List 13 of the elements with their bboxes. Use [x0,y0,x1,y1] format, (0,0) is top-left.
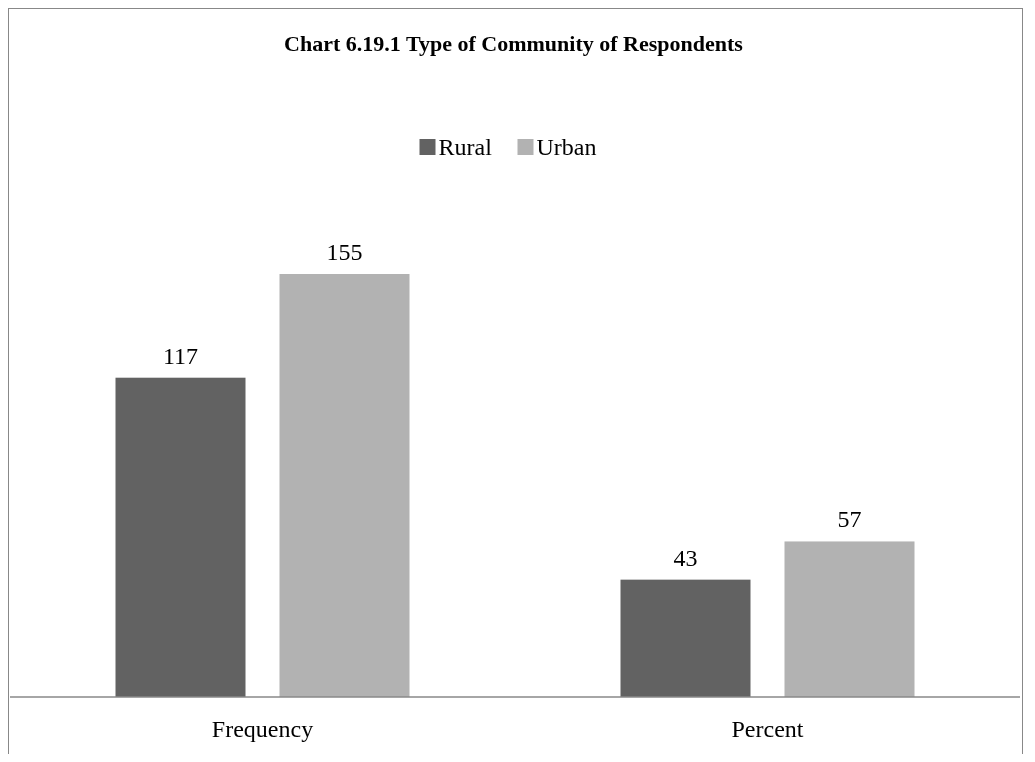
bar [115,377,246,697]
x-tick-label: Frequency [211,716,314,742]
bar [279,274,410,697]
data-label: 117 [162,342,199,369]
bar [784,541,915,697]
legend-label: Rural [438,134,493,160]
chart-title: Chart 6.19.1 Type of Community of Respondents [284,31,744,56]
data-label: 155 [326,239,363,265]
data-label: 57 [837,506,862,533]
legend-label: Urban [536,134,597,160]
bar [620,579,751,697]
data-label: 43 [673,544,698,571]
x-tick-label: Percent [731,716,804,742]
